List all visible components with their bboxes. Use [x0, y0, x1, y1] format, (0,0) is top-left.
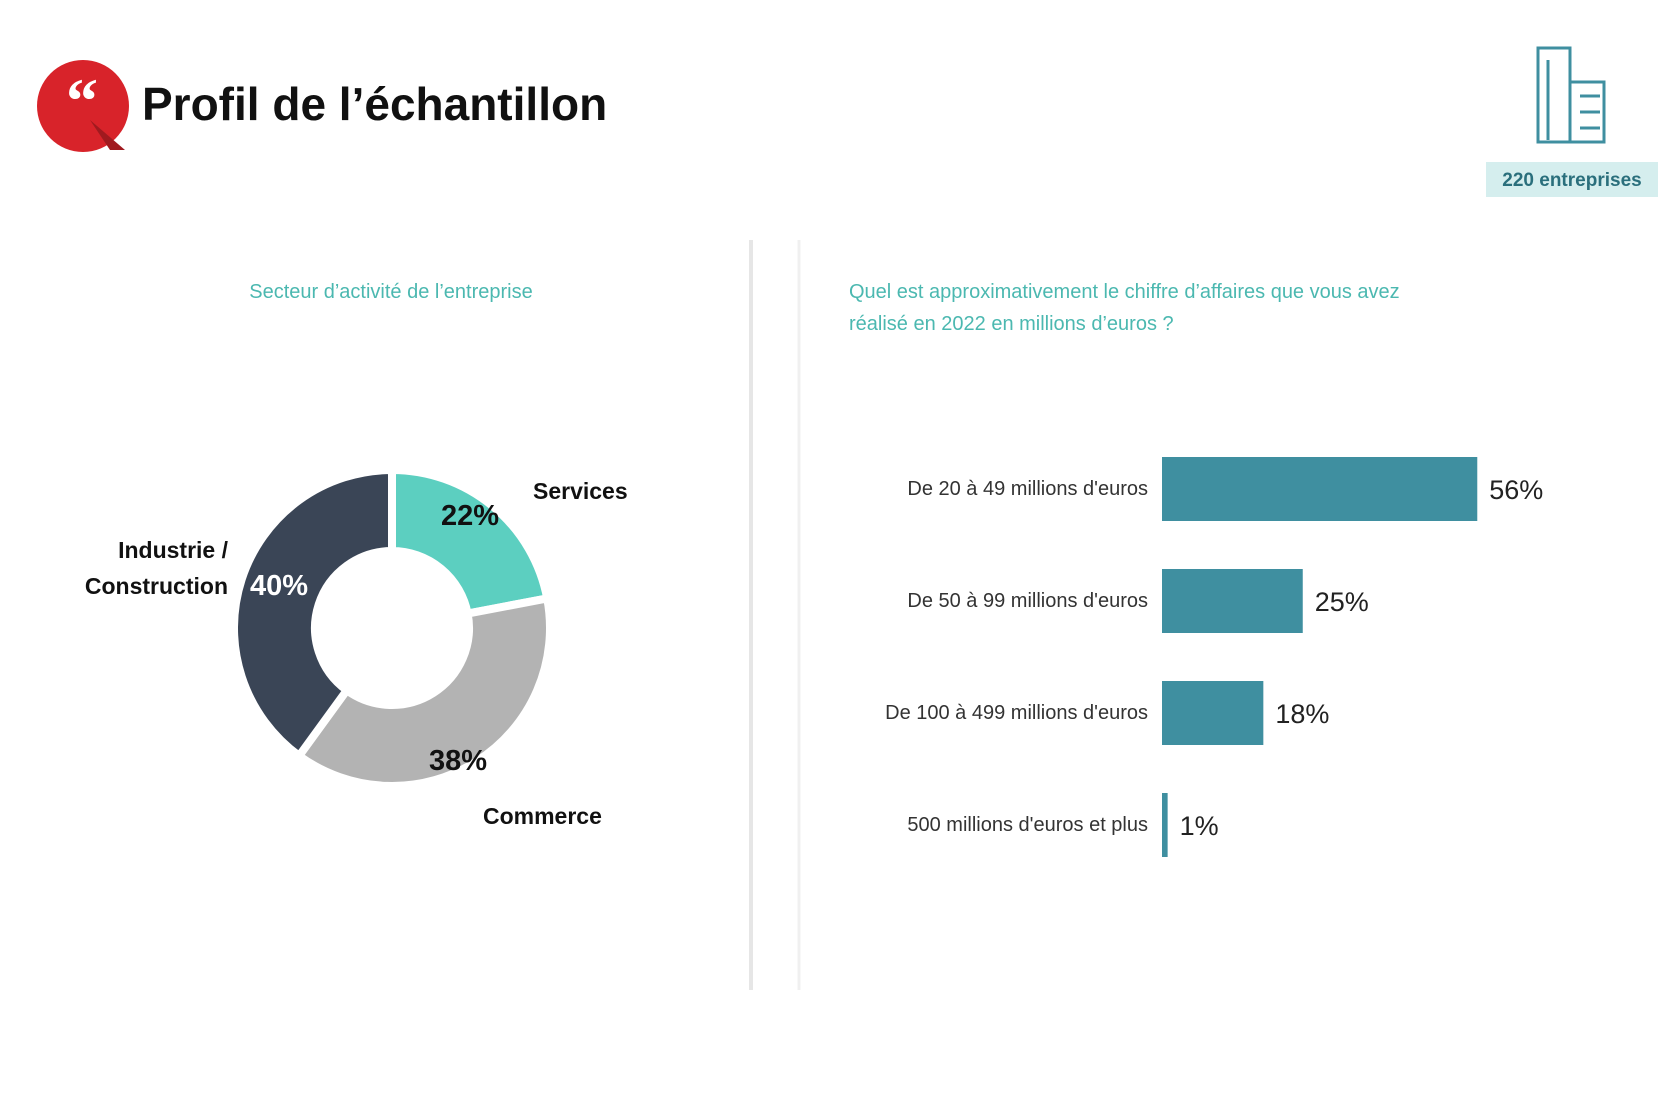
quote-icon: [37, 60, 129, 152]
page-title: Profil de l’échantillon: [142, 78, 607, 130]
value-label: 18%: [1275, 699, 1329, 729]
value-label: 38%: [429, 745, 487, 777]
bar-title: Quel est approximativement le chiffre d’…: [849, 281, 1400, 335]
value-label: 25%: [1315, 587, 1369, 617]
donut-segment: [293, 593, 554, 790]
category-label: Commerce: [483, 803, 602, 829]
badge-text: 220 entreprises: [1502, 170, 1641, 191]
bar: [1162, 569, 1303, 633]
category-label: Industrie / Construction: [84, 537, 228, 599]
category-label: De 100 à 499 millions d'euros: [885, 702, 1148, 724]
value-label: 22%: [441, 500, 499, 532]
building-icon: [1536, 46, 1606, 144]
quote-mark: “: [66, 65, 98, 136]
bar: [1162, 457, 1478, 521]
value-label: 56%: [1489, 475, 1543, 505]
category-label: Services: [533, 478, 628, 504]
donut-segment: [230, 465, 396, 762]
value-label: 40%: [250, 570, 308, 602]
bar: [1162, 793, 1168, 857]
badge: [1486, 162, 1658, 197]
category-label: De 50 à 99 millions d'euros: [907, 590, 1148, 612]
bar: [1162, 681, 1264, 745]
quote-icon-shadow: [90, 120, 125, 150]
donut-title: Secteur d’activité de l’entreprise: [249, 281, 533, 303]
value-label: 1%: [1180, 811, 1219, 841]
donut-segment: [388, 465, 552, 619]
category-label: 500 millions d'euros et plus: [907, 814, 1148, 836]
category-label: De 20 à 49 millions d'euros: [907, 478, 1148, 500]
